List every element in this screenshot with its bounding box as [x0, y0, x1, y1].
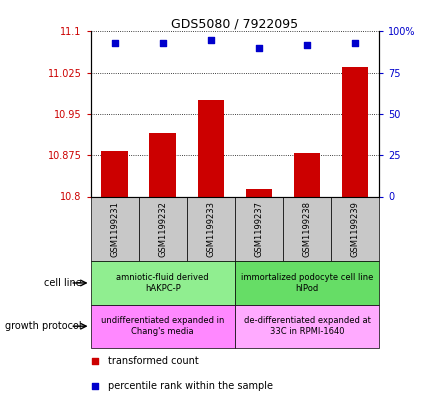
Bar: [234, 305, 378, 348]
Point: [303, 42, 310, 48]
Bar: [197, 100, 224, 196]
Bar: [138, 196, 186, 261]
Text: immortalized podocyte cell line
hIPod: immortalized podocyte cell line hIPod: [240, 273, 372, 293]
Text: transformed count: transformed count: [108, 356, 198, 366]
Bar: [101, 151, 128, 196]
Bar: [90, 196, 138, 261]
Point: [207, 37, 214, 43]
Bar: [341, 67, 368, 196]
Text: GSM1199231: GSM1199231: [110, 201, 119, 257]
Text: GSM1199237: GSM1199237: [254, 201, 263, 257]
Text: amniotic-fluid derived
hAKPC-P: amniotic-fluid derived hAKPC-P: [116, 273, 209, 293]
Bar: [293, 153, 319, 196]
Bar: [234, 261, 378, 305]
Text: GSM1199233: GSM1199233: [206, 201, 215, 257]
Point: [111, 40, 118, 46]
Point: [351, 40, 358, 46]
Text: GSM1199239: GSM1199239: [350, 201, 359, 257]
Text: cell line: cell line: [44, 278, 82, 288]
Bar: [330, 196, 378, 261]
Text: GSM1199238: GSM1199238: [302, 201, 311, 257]
Bar: [186, 196, 234, 261]
Text: growth protocol: growth protocol: [5, 321, 82, 331]
Text: GSM1199232: GSM1199232: [158, 201, 167, 257]
Text: de-differentiated expanded at
33C in RPMI-1640: de-differentiated expanded at 33C in RPM…: [243, 316, 370, 336]
Point: [159, 40, 166, 46]
Bar: [283, 196, 330, 261]
Bar: [90, 261, 234, 305]
Bar: [149, 133, 175, 196]
Point: [255, 45, 262, 51]
Bar: [245, 189, 272, 196]
Title: GDS5080 / 7922095: GDS5080 / 7922095: [171, 17, 298, 30]
Bar: [234, 196, 283, 261]
Bar: [90, 305, 234, 348]
Text: percentile rank within the sample: percentile rank within the sample: [108, 381, 272, 391]
Text: undifferentiated expanded in
Chang's media: undifferentiated expanded in Chang's med…: [101, 316, 224, 336]
